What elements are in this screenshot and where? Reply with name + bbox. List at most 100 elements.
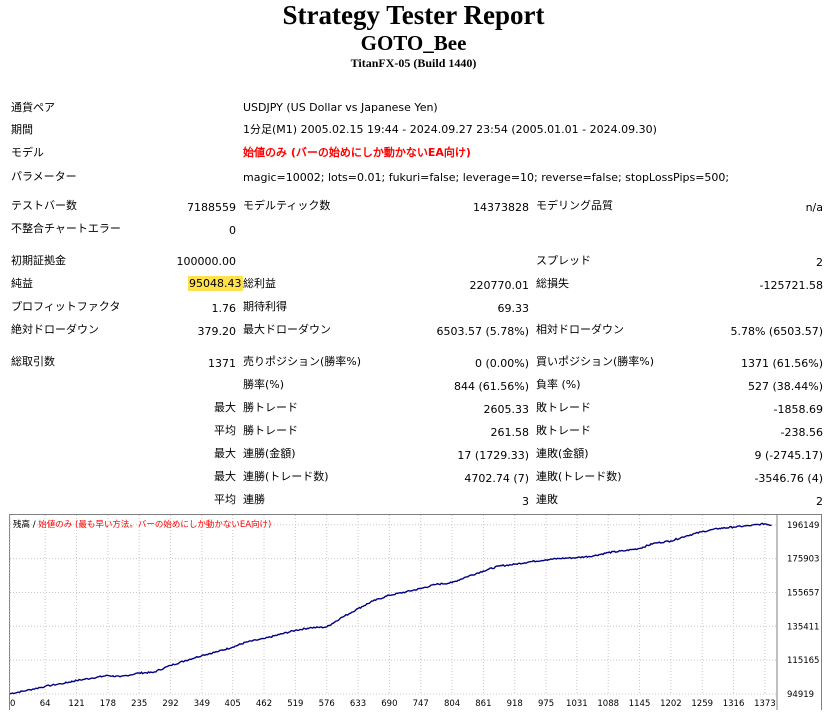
gross-loss-label: 総損失 bbox=[536, 277, 569, 290]
win-rate-label: 勝率(%) bbox=[243, 378, 285, 391]
errors-label: 不整合チャートエラー bbox=[11, 222, 121, 235]
total-trades-value: 1371 bbox=[208, 357, 236, 370]
x-tick-label: 1373 bbox=[754, 699, 776, 709]
x-tick-label: 1316 bbox=[723, 699, 745, 709]
total-trades-label: 総取引数 bbox=[11, 355, 55, 368]
x-tick-label: 576 bbox=[319, 699, 335, 709]
avg-consec-win-value: 3 bbox=[522, 495, 529, 508]
rel-drawdown-label: 相対ドローダウン bbox=[536, 323, 624, 336]
x-tick-label: 0 bbox=[10, 699, 15, 709]
x-tick-label: 1145 bbox=[629, 699, 651, 709]
x-tick-label: 1088 bbox=[597, 699, 619, 709]
parameters-label: パラメーター bbox=[11, 170, 77, 183]
x-tick-label: 405 bbox=[225, 699, 241, 709]
abs-drawdown-value: 379.20 bbox=[197, 325, 237, 338]
max-word: 最大 bbox=[214, 401, 236, 414]
balance-chart: 残高 / 始値のみ (最も早い方法。バーの始めにしか動かないEA向け) 9491… bbox=[9, 514, 822, 711]
test-bars-label: テストバー数 bbox=[11, 199, 77, 212]
consec-loss-amount-label: 連敗(金額) bbox=[536, 447, 589, 460]
max-drawdown-value: 6503.57 (5.78%) bbox=[436, 325, 529, 338]
x-tick-label: 690 bbox=[381, 699, 397, 709]
deposit-value: 100000.00 bbox=[176, 255, 237, 268]
net-profit-label: 純益 bbox=[11, 277, 33, 290]
period-label: 期間 bbox=[11, 123, 33, 136]
x-tick-label: 349 bbox=[194, 699, 210, 709]
x-tick-label: 121 bbox=[68, 699, 84, 709]
y-tick-label: 175903 bbox=[787, 555, 819, 565]
legend-model: 始値のみ (最も早い方法。バーの始めにしか動かないEA向け) bbox=[38, 519, 271, 530]
test-bars-value: 7188559 bbox=[187, 201, 236, 214]
spread-label: スプレッド bbox=[536, 254, 591, 267]
short-positions-value: 0 (0.00%) bbox=[474, 357, 529, 370]
x-tick-label: 235 bbox=[131, 699, 147, 709]
consec-win-count-value: 4702.74 (7) bbox=[464, 472, 529, 485]
avg-consec-loss-value: 2 bbox=[816, 495, 823, 508]
ticks-value: 14373828 bbox=[473, 201, 529, 214]
long-positions-value: 1371 (61.56%) bbox=[740, 357, 823, 370]
abs-drawdown-label: 絶対ドローダウン bbox=[11, 323, 99, 336]
errors-value: 0 bbox=[229, 224, 236, 237]
avg-consec-win-label: 連勝 bbox=[243, 493, 265, 506]
max-word-3: 最大 bbox=[214, 470, 236, 483]
model-value: 始値のみ (バーの始めにしか動かないEA向け) bbox=[243, 146, 471, 159]
ea-name: GOTO_Bee bbox=[360, 31, 467, 55]
x-tick-label: 519 bbox=[287, 699, 303, 709]
period-value: 1分足(M1) 2005.02.15 19:44 - 2024.09.27 23… bbox=[243, 123, 657, 136]
max-loss-value: -1858.69 bbox=[773, 403, 823, 416]
gross-loss-value: -125721.58 bbox=[759, 279, 823, 292]
legend-separator: / bbox=[30, 520, 38, 530]
max-word-2: 最大 bbox=[214, 447, 236, 460]
short-positions-label: 売りポジション(勝率%) bbox=[243, 355, 362, 368]
consec-loss-count-label: 連敗(トレード数) bbox=[536, 470, 622, 483]
long-positions-label: 買いポジション(勝率%) bbox=[536, 355, 655, 368]
avg-win-label: 勝トレード bbox=[243, 424, 298, 437]
y-tick-label: 94919 bbox=[787, 690, 814, 700]
gross-profit-label: 総利益 bbox=[243, 277, 276, 290]
quality-value: n/a bbox=[805, 201, 823, 214]
x-tick-label: 292 bbox=[162, 699, 178, 709]
consec-win-amount-label: 連勝(金額) bbox=[243, 447, 296, 460]
parameters-value: magic=10002; lots=0.01; fukuri=false; le… bbox=[243, 171, 730, 184]
x-tick-label: 861 bbox=[475, 699, 491, 709]
x-tick-label: 64 bbox=[40, 699, 51, 709]
consec-win-amount-value: 17 (1729.33) bbox=[457, 449, 529, 462]
symbol-label: 通貨ペア bbox=[11, 101, 55, 114]
consec-win-count-label: 連勝(トレード数) bbox=[243, 470, 329, 483]
win-rate-value: 844 (61.56%) bbox=[453, 380, 529, 393]
ticks-label: モデルティック数 bbox=[243, 199, 331, 212]
symbol-value: USDJPY (US Dollar vs Japanese Yen) bbox=[243, 101, 438, 114]
max-drawdown-label: 最大ドローダウン bbox=[243, 323, 331, 336]
balance-chart-svg: 残高 / 始値のみ (最も早い方法。バーの始めにしか動かないEA向け) 9491… bbox=[9, 514, 822, 711]
profit-factor-value: 1.76 bbox=[211, 302, 237, 315]
quality-label: モデリング品質 bbox=[536, 199, 613, 212]
net-profit-highlight: 95048.43 bbox=[188, 276, 243, 291]
x-tick-label: 804 bbox=[444, 699, 460, 709]
model-label: モデル bbox=[11, 146, 44, 159]
avg-word-2: 平均 bbox=[214, 493, 236, 506]
expected-payoff-label: 期待利得 bbox=[243, 300, 287, 313]
loss-rate-value: 527 (38.44%) bbox=[747, 380, 823, 393]
chart-frame bbox=[9, 514, 822, 711]
loss-rate-label: 負率 (%) bbox=[536, 378, 581, 391]
chart-legend: 残高 / 始値のみ (最も早い方法。バーの始めにしか動かないEA向け) bbox=[13, 519, 271, 530]
max-win-value: 2605.33 bbox=[483, 403, 530, 416]
y-tick-label: 135411 bbox=[787, 622, 819, 632]
spread-value: 2 bbox=[816, 256, 823, 269]
max-loss-label: 敗トレード bbox=[536, 401, 591, 414]
consec-loss-amount-value: 9 (-2745.17) bbox=[754, 449, 823, 462]
gross-profit-value: 220770.01 bbox=[469, 279, 530, 292]
y-tick-label: 196149 bbox=[787, 521, 819, 531]
x-tick-label: 178 bbox=[100, 699, 116, 709]
deposit-label: 初期証拠金 bbox=[11, 254, 66, 267]
max-win-label: 勝トレード bbox=[243, 401, 298, 414]
avg-loss-value: -238.56 bbox=[780, 426, 823, 439]
server-build: TitanFX-05 (Build 1440) bbox=[350, 56, 477, 70]
avg-win-value: 261.58 bbox=[490, 426, 530, 439]
x-tick-label: 918 bbox=[507, 699, 523, 709]
avg-loss-label: 敗トレード bbox=[536, 424, 591, 437]
rel-drawdown-value: 5.78% (6503.57) bbox=[730, 325, 823, 338]
y-tick-label: 155657 bbox=[787, 588, 819, 598]
consec-loss-count-value: -3546.76 (4) bbox=[754, 472, 823, 485]
report-title: Strategy Tester Report bbox=[282, 0, 545, 30]
legend-balance: 残高 bbox=[13, 519, 30, 530]
